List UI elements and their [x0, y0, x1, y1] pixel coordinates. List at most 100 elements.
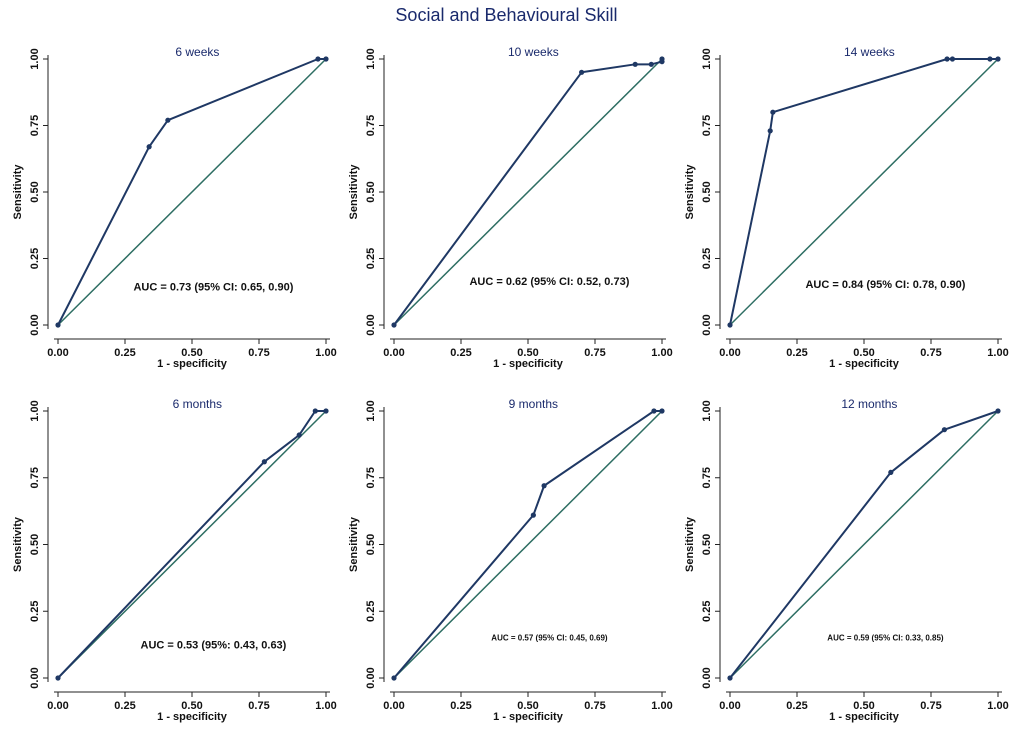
- auc-annotation: AUC = 0.62 (95% CI: 0.52, 0.73): [469, 276, 629, 288]
- y-tick-label: 1.00: [29, 48, 41, 69]
- y-axis-title: Sensitivity: [684, 516, 696, 572]
- roc-point: [315, 56, 321, 62]
- auc-annotation: AUC = 0.53 (95%: 0.43, 0.63): [141, 640, 287, 652]
- reference-line: [57, 410, 327, 679]
- x-tick-label: 0.50: [517, 347, 538, 359]
- roc-curve: [729, 410, 999, 679]
- y-tick-label: 0.00: [701, 667, 713, 688]
- roc-point: [55, 322, 61, 328]
- x-tick-label: 0.50: [853, 347, 874, 359]
- roc-point: [55, 675, 61, 681]
- y-tick-label: 1.00: [701, 48, 713, 69]
- roc-panel: 0.00 0.25 0.50 0.75 1.00 0.00 0.25 0.50 0.75 1.00…: [348, 45, 673, 370]
- y-tick-label: 1.00: [365, 48, 377, 69]
- reference-line: [57, 58, 327, 326]
- panel-title: 9 months: [509, 397, 558, 411]
- roc-point: [995, 408, 1001, 414]
- y-tick-label: 0.00: [29, 314, 41, 335]
- roc-point: [323, 408, 329, 414]
- roc-point: [949, 56, 956, 62]
- y-axis-title: Sensitivity: [348, 164, 360, 220]
- x-tick-label: 0.00: [383, 700, 404, 712]
- auc-annotation: AUC = 0.59 (95% CI: 0.33, 0.85): [827, 634, 944, 643]
- x-tick-label: 0.50: [181, 700, 202, 712]
- y-tick-label: 1.00: [29, 400, 41, 421]
- y-tick-label: 0.00: [701, 314, 713, 335]
- reference-line: [393, 410, 663, 679]
- auc-annotation: AUC = 0.73 (95% CI: 0.65, 0.90): [133, 281, 293, 293]
- x-tick-label: 1.00: [987, 700, 1008, 712]
- roc-panel: 0.00 0.25 0.50 0.75 1.00 0.00 0.25 0.50 0.75 1.00…: [684, 397, 1009, 723]
- roc-point: [296, 432, 302, 438]
- x-axis-title: 1 - specificity: [829, 711, 900, 723]
- x-tick-label: 0.25: [450, 347, 471, 359]
- x-tick-label: 0.75: [248, 347, 269, 359]
- y-tick-label: 0.25: [365, 601, 377, 622]
- y-tick-label: 0.00: [365, 314, 377, 335]
- x-tick-label: 0.75: [920, 700, 941, 712]
- x-tick-label: 0.75: [584, 700, 605, 712]
- roc-point: [648, 61, 654, 67]
- panel-title: 14 weeks: [844, 45, 895, 59]
- x-tick-label: 0.25: [114, 347, 135, 359]
- y-axis-title: Sensitivity: [684, 164, 696, 220]
- x-tick-label: 0.25: [786, 347, 807, 359]
- y-tick-label: 0.75: [701, 467, 713, 488]
- y-tick-label: 0.25: [701, 601, 713, 622]
- x-tick-label: 0.00: [47, 700, 68, 712]
- x-tick-label: 0.00: [719, 700, 740, 712]
- x-axis-title: 1 - specificity: [829, 358, 900, 370]
- panel-title: 12 months: [841, 397, 897, 411]
- y-tick-label: 0.50: [29, 534, 41, 555]
- y-tick-label: 0.25: [29, 601, 41, 622]
- roc-point: [391, 322, 397, 328]
- x-tick-label: 0.00: [47, 347, 68, 359]
- roc-point: [165, 117, 171, 123]
- y-axis-title: Sensitivity: [348, 516, 360, 572]
- roc-point: [312, 408, 318, 414]
- y-tick-label: 1.00: [365, 400, 377, 421]
- roc-point: [261, 459, 267, 465]
- roc-panel: 0.00 0.25 0.50 0.75 1.00 0.00 0.25 0.50 0.75 1.00…: [12, 45, 337, 370]
- x-axis-title: 1 - specificity: [157, 358, 228, 370]
- roc-point: [987, 56, 993, 62]
- roc-point: [651, 408, 657, 414]
- x-tick-label: 0.75: [584, 347, 605, 359]
- roc-point: [727, 322, 733, 328]
- roc-panel: 0.00 0.25 0.50 0.75 1.00 0.00 0.25 0.50 0.75 1.00…: [348, 397, 673, 723]
- roc-point: [941, 427, 948, 433]
- roc-point: [391, 675, 397, 681]
- x-tick-label: 0.50: [853, 700, 874, 712]
- x-tick-label: 1.00: [987, 347, 1008, 359]
- panel-title: 10 weeks: [508, 45, 559, 59]
- y-tick-label: 0.25: [701, 248, 713, 269]
- y-tick-label: 1.00: [701, 400, 713, 421]
- x-tick-label: 0.25: [114, 700, 135, 712]
- reference-line: [729, 410, 999, 679]
- y-axis-title: Sensitivity: [12, 516, 24, 572]
- roc-point: [727, 675, 733, 681]
- x-tick-label: 0.75: [248, 700, 269, 712]
- roc-panel: 0.00 0.25 0.50 0.75 1.00 0.00 0.25 0.50 0.75 1.00…: [12, 397, 337, 723]
- auc-annotation: AUC = 0.84 (95% CI: 0.78, 0.90): [805, 279, 965, 291]
- x-axis-title: 1 - specificity: [493, 358, 564, 370]
- y-axis-title: Sensitivity: [12, 164, 24, 220]
- x-tick-label: 0.25: [450, 700, 471, 712]
- y-tick-label: 0.00: [29, 667, 41, 688]
- x-tick-label: 0.25: [786, 700, 807, 712]
- roc-point: [659, 408, 665, 414]
- y-tick-label: 0.75: [29, 467, 41, 488]
- y-tick-label: 0.50: [29, 181, 41, 202]
- roc-point: [323, 56, 329, 62]
- x-axis-title: 1 - specificity: [157, 711, 228, 723]
- roc-point: [530, 512, 536, 518]
- reference-line: [729, 58, 999, 326]
- y-tick-label: 0.75: [365, 467, 377, 488]
- roc-point: [632, 61, 638, 67]
- x-axis-title: 1 - specificity: [493, 711, 564, 723]
- roc-point: [995, 56, 1001, 62]
- y-tick-label: 0.50: [701, 534, 713, 555]
- x-tick-label: 0.00: [719, 347, 740, 359]
- x-tick-label: 0.00: [383, 347, 404, 359]
